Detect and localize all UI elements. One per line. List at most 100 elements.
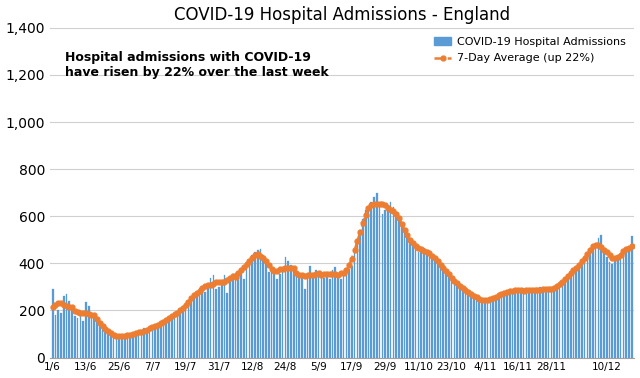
Bar <box>406 236 408 358</box>
Bar <box>379 207 380 358</box>
Bar <box>467 293 469 358</box>
Bar <box>440 263 442 358</box>
Bar <box>193 294 195 358</box>
Bar <box>204 292 206 358</box>
Bar <box>168 318 170 358</box>
Bar <box>595 243 596 358</box>
Bar <box>451 279 452 358</box>
Bar <box>512 290 513 358</box>
Bar <box>454 281 455 358</box>
Bar <box>212 275 214 358</box>
Bar <box>182 308 184 358</box>
Bar <box>293 270 294 358</box>
Bar <box>520 289 522 358</box>
Bar <box>575 268 577 358</box>
Bar <box>307 277 308 358</box>
Bar <box>487 303 488 358</box>
Bar <box>287 261 289 358</box>
Bar <box>545 292 547 358</box>
Bar <box>121 339 123 358</box>
Bar <box>459 286 461 358</box>
Bar <box>296 276 298 358</box>
Bar <box>470 294 472 358</box>
Bar <box>401 225 403 358</box>
Bar <box>500 294 502 358</box>
Bar <box>481 301 483 358</box>
Bar <box>113 335 115 358</box>
Bar <box>154 328 156 358</box>
Bar <box>96 321 98 358</box>
Bar <box>273 273 275 358</box>
Bar <box>157 324 159 358</box>
Bar <box>617 257 619 358</box>
Bar <box>431 255 433 358</box>
Bar <box>371 202 372 358</box>
Bar <box>581 262 582 358</box>
Bar <box>301 275 303 358</box>
Bar <box>235 273 236 358</box>
Bar <box>177 313 178 358</box>
Bar <box>271 269 273 358</box>
Bar <box>462 288 463 358</box>
Bar <box>93 315 95 358</box>
Bar <box>426 251 428 358</box>
Bar <box>323 277 325 358</box>
Bar <box>77 318 79 358</box>
Bar <box>290 265 292 358</box>
Bar <box>434 259 436 358</box>
Bar <box>116 336 117 358</box>
Bar <box>315 270 317 358</box>
Bar <box>285 257 286 358</box>
Bar <box>262 255 264 358</box>
Bar <box>573 271 574 358</box>
Bar <box>387 204 388 358</box>
Bar <box>398 218 400 358</box>
Bar <box>248 260 250 358</box>
Bar <box>146 330 148 358</box>
Bar <box>66 294 67 358</box>
Bar <box>396 212 397 358</box>
Bar <box>223 275 225 358</box>
Text: Hospital admissions with COVID-19
have risen by 22% over the last week: Hospital admissions with COVID-19 have r… <box>65 51 328 79</box>
Bar <box>409 242 411 358</box>
Bar <box>254 252 256 358</box>
Bar <box>437 261 438 358</box>
Bar <box>354 252 355 358</box>
Bar <box>504 292 505 358</box>
Bar <box>550 289 552 358</box>
Bar <box>465 290 467 358</box>
Bar <box>556 288 557 358</box>
Bar <box>337 277 339 358</box>
Bar <box>196 292 198 358</box>
Bar <box>442 267 444 358</box>
Bar <box>542 291 544 358</box>
Bar <box>362 218 364 358</box>
Bar <box>179 312 181 358</box>
Bar <box>609 262 611 358</box>
Bar <box>63 296 65 358</box>
Bar <box>127 334 128 358</box>
Bar <box>58 310 59 358</box>
Bar <box>129 333 131 358</box>
Bar <box>279 274 281 358</box>
Bar <box>215 289 217 358</box>
Bar <box>479 299 480 358</box>
Bar <box>118 338 120 358</box>
Bar <box>99 324 100 358</box>
Bar <box>415 249 417 358</box>
Bar <box>603 250 605 358</box>
Bar <box>592 246 594 358</box>
Bar <box>620 254 621 358</box>
Bar <box>321 276 322 358</box>
Bar <box>202 287 203 358</box>
Bar <box>376 193 378 358</box>
Bar <box>509 289 511 358</box>
Bar <box>163 321 164 358</box>
Bar <box>631 235 632 358</box>
Bar <box>246 263 248 358</box>
Bar <box>404 229 405 358</box>
Bar <box>68 301 70 358</box>
Bar <box>171 316 173 358</box>
Bar <box>260 249 261 358</box>
Bar <box>589 250 591 358</box>
